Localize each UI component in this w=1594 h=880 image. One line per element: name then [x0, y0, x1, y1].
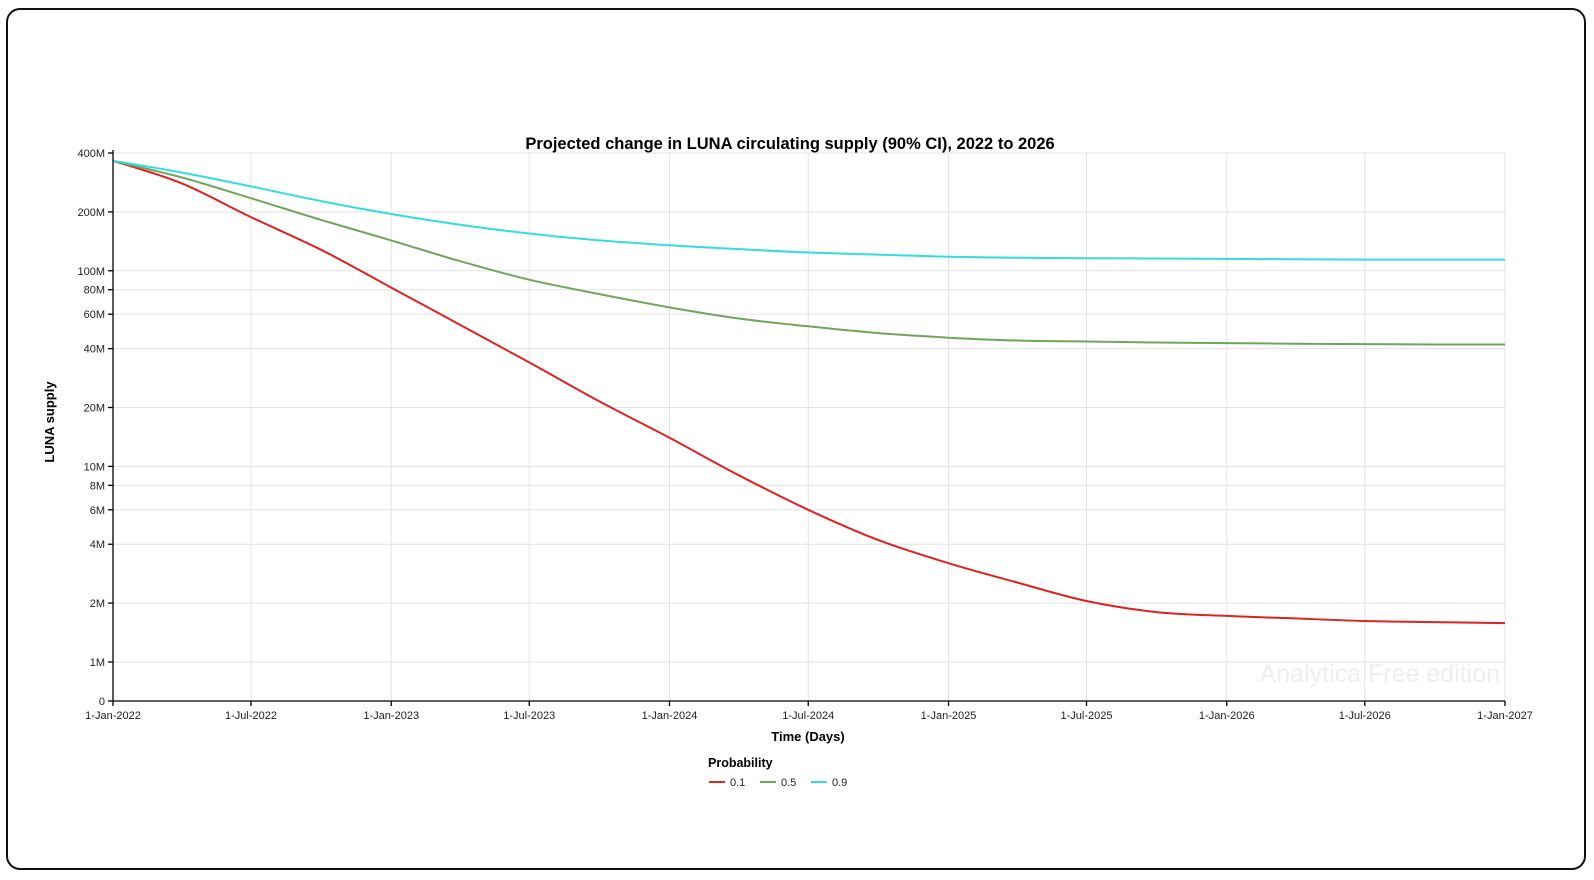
series-line-p05 — [112, 159, 1505, 346]
x-tick-label: 1-Jan-2023 — [363, 710, 419, 722]
series-line-p01 — [112, 159, 1506, 625]
y-tick-label: 80M — [84, 285, 105, 297]
y-tick-label: 8M — [90, 480, 105, 492]
y-tick-label: 0 — [99, 696, 105, 708]
series-line-p09 — [112, 159, 1505, 261]
x-tick-label: 1-Jul-2024 — [782, 710, 834, 722]
y-tick-label: 2M — [90, 598, 105, 610]
series-lines — [112, 159, 1506, 625]
x-tick-label: 1-Jan-2026 — [1199, 710, 1255, 722]
x-tick-label: 1-Jan-2024 — [642, 710, 698, 722]
tick-labels: 0 1M 2M 4M 6M 8M 10M 20M 40M 60M 80M 100M 200M 400M 1-… — [77, 148, 1532, 722]
y-tick-label: 200M — [77, 207, 105, 219]
y-tick-label: 100M — [77, 266, 105, 278]
x-tick-label: 1-Jul-2026 — [1339, 710, 1391, 722]
y-tick-label: 60M — [84, 309, 105, 321]
chart-title: Projected change in LUNA circulating sup… — [525, 135, 1054, 153]
grid — [113, 152, 1506, 701]
x-tick-label: 1-Jan-2025 — [921, 710, 977, 722]
axes — [108, 150, 1506, 706]
legend-title: Probability — [708, 756, 773, 770]
x-tick-label: 1-Jul-2023 — [503, 710, 555, 722]
y-tick-label: 1M — [90, 657, 105, 669]
y-tick-label: 40M — [84, 344, 105, 356]
x-tick-label: 1-Jul-2025 — [1060, 710, 1112, 722]
x-axis-title: Time (Days) — [771, 729, 844, 744]
legend-label: 0.5 — [781, 777, 796, 789]
y-axis-title: LUNA supply — [42, 381, 57, 463]
y-tick-label: 6M — [90, 505, 105, 517]
x-tick-label: 1-Jul-2022 — [225, 710, 277, 722]
y-tick-label: 10M — [84, 461, 105, 473]
x-tick-label: 1-Jan-2027 — [1477, 710, 1533, 722]
y-tick-label: 400M — [77, 148, 105, 160]
legend: 0.1 0.5 0.9 — [709, 777, 847, 789]
chart-frame — [6, 8, 1586, 870]
legend-label: 0.1 — [730, 777, 745, 789]
y-tick-label: 20M — [84, 403, 105, 415]
watermark-text: Analytica Free edition — [1260, 660, 1500, 688]
x-tick-label: 1-Jan-2022 — [85, 710, 141, 722]
y-tick-label: 4M — [90, 539, 105, 551]
legend-label: 0.9 — [832, 777, 847, 789]
